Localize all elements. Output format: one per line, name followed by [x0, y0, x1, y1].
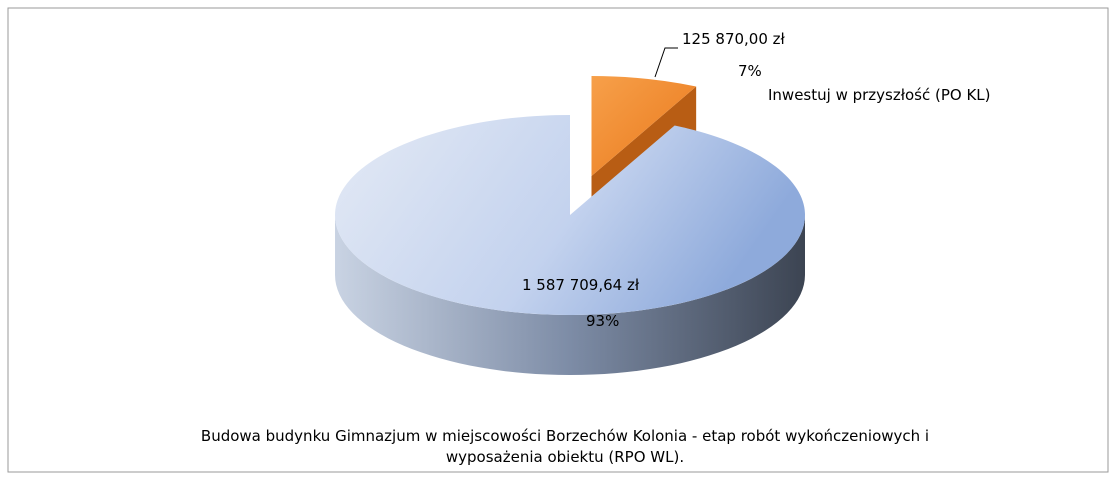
category-label: Inwestuj w przyszłość (PO KL) [768, 86, 991, 104]
slice-side [335, 215, 805, 375]
leader-line [654, 47, 678, 78]
data-label: 125 870,00 zł [682, 30, 785, 48]
data-label: 1 587 709,64 zł [522, 276, 640, 294]
slice [591, 76, 697, 177]
category-label: Budowa budynku Gimnazjum w miejscowości … [200, 427, 930, 466]
percent-label: 7% [738, 62, 762, 80]
slice [334, 115, 805, 315]
percent-label: 93% [586, 312, 620, 330]
chart-border [7, 7, 1109, 473]
